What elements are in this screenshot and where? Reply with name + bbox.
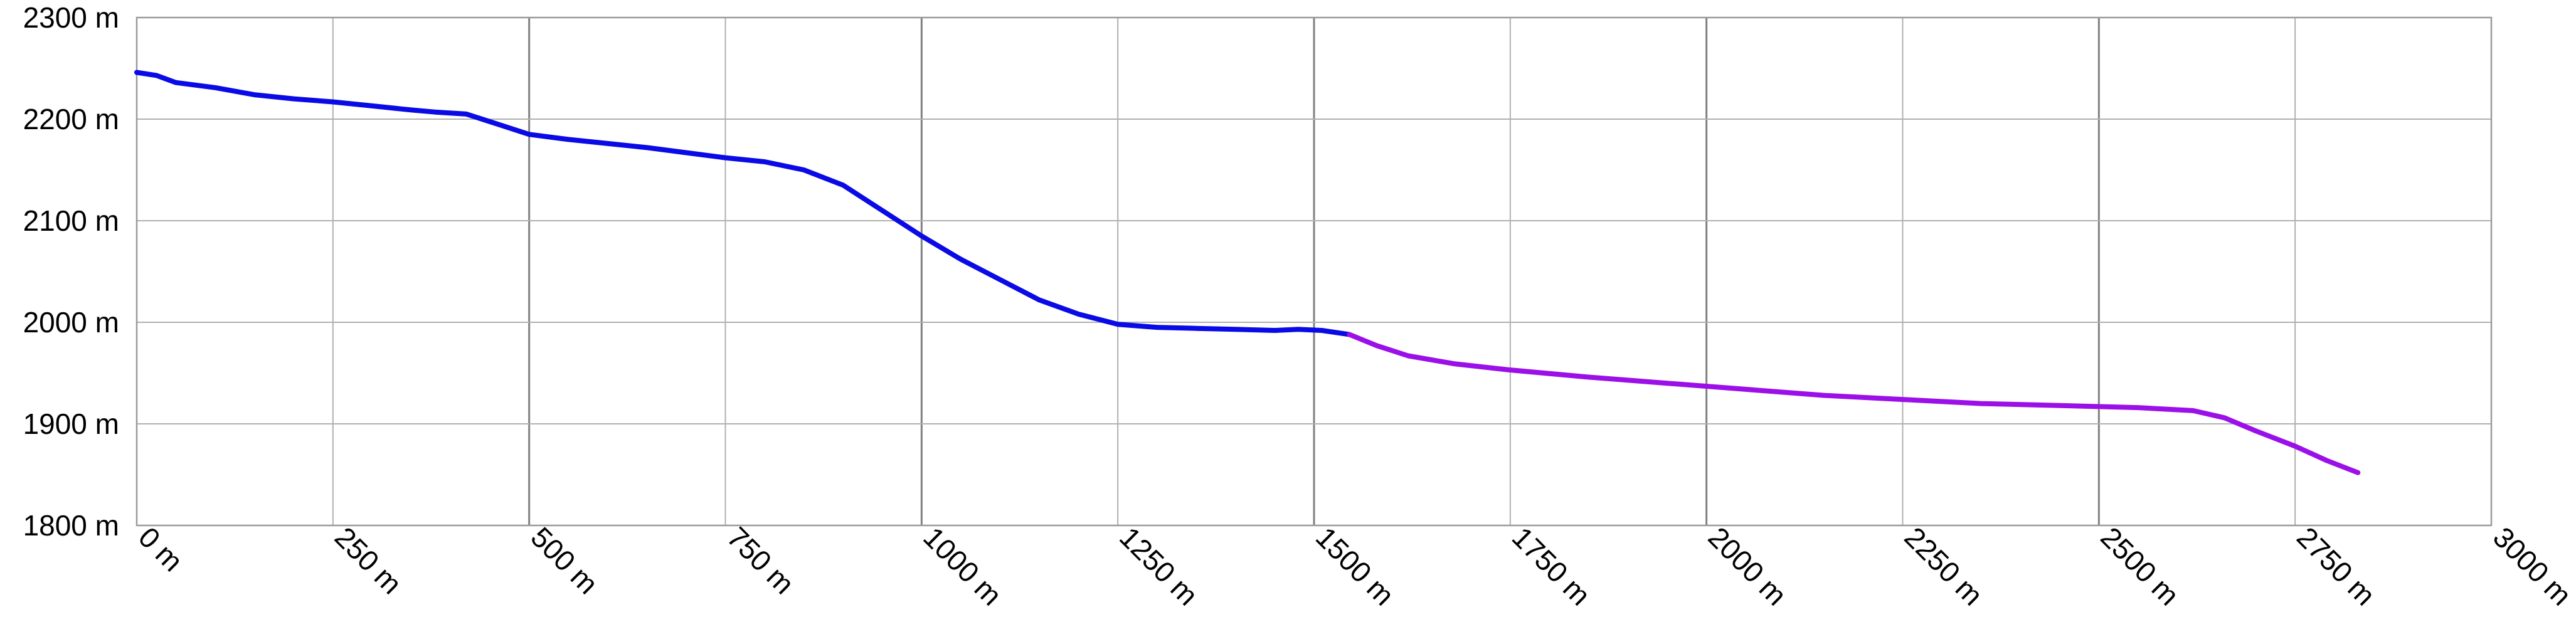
y-tick-label: 2300 m — [23, 1, 119, 34]
series-layer — [134, 70, 2361, 475]
y-tick-label: 1900 m — [23, 408, 119, 440]
y-tick-label: 2200 m — [23, 103, 119, 135]
elevation-series-line-1 — [134, 70, 1352, 337]
elevation-series-line-2 — [1347, 332, 2361, 475]
y-axis-tick-labels: 1800 m 1900 m 2000 m 2100 m 2200 m 2300 m — [23, 1, 119, 542]
y-tick-label: 1800 m — [23, 509, 119, 542]
plot-frame — [135, 16, 2493, 527]
y-tick-label: 2000 m — [23, 306, 119, 339]
y-tick-label: 2100 m — [23, 204, 119, 237]
